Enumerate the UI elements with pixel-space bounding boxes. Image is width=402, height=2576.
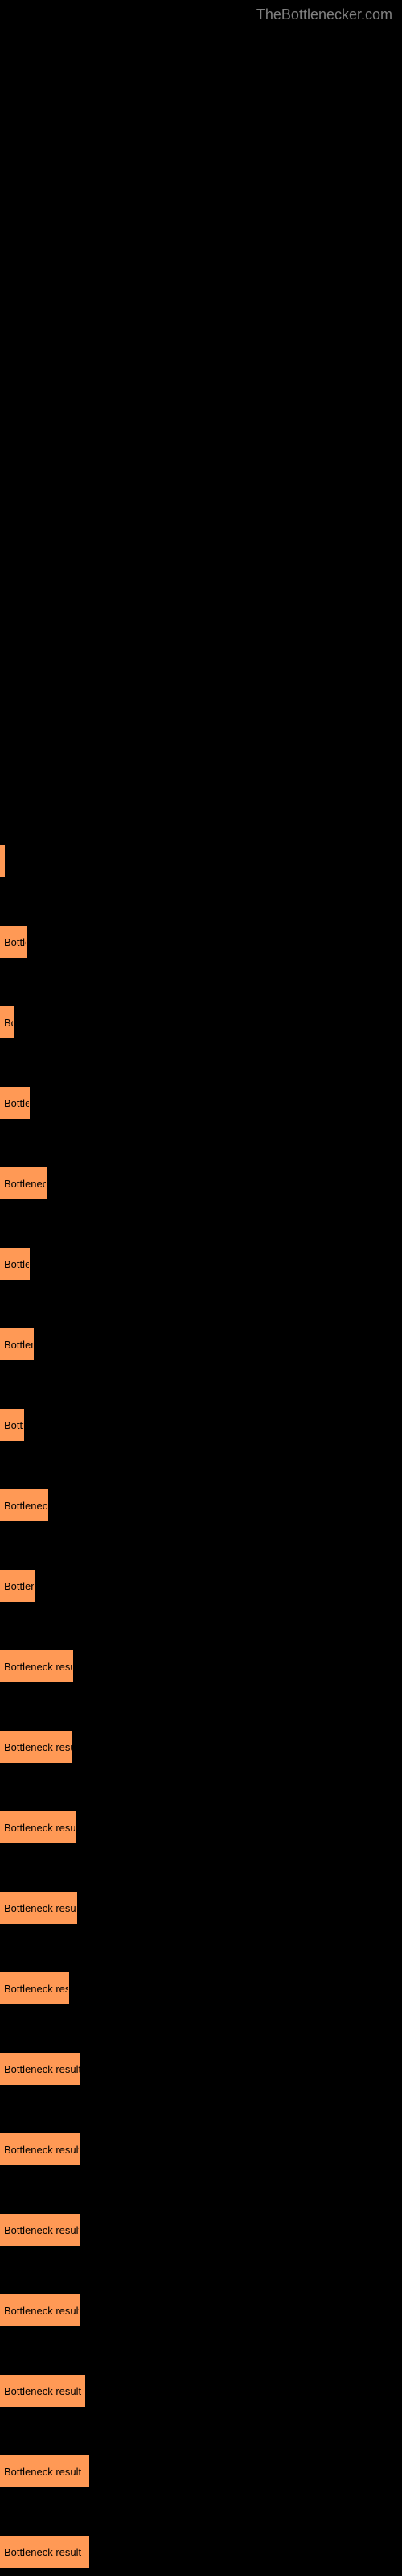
bar: Bottleneck — [0, 1167, 47, 1199]
bar: Bottleneck result — [0, 2294, 80, 2326]
bar: Bottleneck result — [0, 1811, 76, 1843]
bar: Bottleneck resu — [0, 1650, 73, 1682]
bar-label: Bottleneck res — [4, 1983, 69, 1995]
bar-label: Bottleneck result — [4, 1822, 76, 1834]
bar-row: Bottleneck result — [0, 2455, 89, 2487]
bar-label: Bottleneck result — [4, 2144, 80, 2156]
bar-row: Bottleneck resu — [0, 1731, 72, 1763]
bar-label: Bottleneck result — [4, 2466, 81, 2478]
bar: Bottleneck result — [0, 2133, 80, 2165]
bar-row: Bo — [0, 1006, 14, 1038]
bar: Bottleneck res — [0, 1972, 69, 2004]
bar: Bottleneck result — [0, 2455, 89, 2487]
bar-row: Bottlen — [0, 1087, 30, 1119]
bar-label: Bottleneck result — [4, 1902, 77, 1914]
bar-row: Bottl — [0, 1409, 24, 1441]
bar-row: Bottleneck result — [0, 2214, 80, 2246]
bar-label: Bottlene — [4, 1580, 35, 1592]
bar: Bo — [0, 1006, 14, 1038]
watermark-text: TheBottlenecker.com — [256, 6, 392, 23]
bar-row: Bottleneck result — [0, 2053, 80, 2085]
chart-container: TheBottlenecker.com Bottle Bo Bottlen Bottl… — [0, 0, 402, 2576]
bar-row: Bottleneck — [0, 1167, 47, 1199]
bar: Bottle — [0, 926, 27, 958]
bar-row: Bottleneck result — [0, 1892, 77, 1924]
bar: Bottleneck result — [0, 2214, 80, 2246]
bar-row: Bottlene — [0, 1328, 34, 1360]
bar — [0, 845, 5, 877]
bar: Bottleneck result — [0, 2375, 85, 2407]
bar-row: Bottleneck result — [0, 2133, 80, 2165]
bar: Bottlene — [0, 1328, 34, 1360]
bar: Bottleneck result — [0, 1892, 77, 1924]
bar-label: Bottleneck result — [4, 2385, 81, 2397]
bar-row: Bottlen — [0, 1248, 30, 1280]
bar: Bottleneck resu — [0, 1731, 72, 1763]
bar-label: Bo — [4, 1017, 14, 1029]
bar-label: Bottle — [4, 936, 27, 948]
bar-label: Bottleneck — [4, 1500, 48, 1512]
bar-row — [0, 845, 5, 877]
bar-label: Bottleneck result — [4, 2305, 80, 2317]
bar: Bottl — [0, 1409, 24, 1441]
bar-row: Bottleneck result — [0, 2294, 80, 2326]
bar-label: Bottleneck result — [4, 2546, 81, 2558]
bar-label: Bottleneck result — [4, 2224, 80, 2236]
bar-row: Bottleneck res — [0, 1972, 69, 2004]
bar: Bottlen — [0, 1248, 30, 1280]
bar-label: Bottl — [4, 1419, 24, 1431]
bar-label: Bottleneck resu — [4, 1741, 72, 1753]
bar-label: Bottleneck — [4, 1178, 47, 1190]
bar: Bottleneck — [0, 1489, 48, 1521]
bar: Bottlene — [0, 1570, 35, 1602]
bar-row: Bottleneck result — [0, 2536, 89, 2568]
bar: Bottleneck result — [0, 2536, 89, 2568]
bar-row: Bottleneck resu — [0, 1650, 73, 1682]
bar-row: Bottleneck result — [0, 2375, 85, 2407]
bar: Bottleneck result — [0, 2053, 80, 2085]
bar: Bottlen — [0, 1087, 30, 1119]
bar-row: Bottle — [0, 926, 27, 958]
bar-label: Bottlene — [4, 1339, 34, 1351]
bar-label: Bottleneck resu — [4, 1661, 73, 1673]
bar-label: Bottleneck result — [4, 2063, 80, 2075]
bar-label: Bottlen — [4, 1097, 30, 1109]
bar-label: Bottlen — [4, 1258, 30, 1270]
bar-row: Bottleneck — [0, 1489, 48, 1521]
bar-row: Bottlene — [0, 1570, 35, 1602]
bar-row: Bottleneck result — [0, 1811, 76, 1843]
